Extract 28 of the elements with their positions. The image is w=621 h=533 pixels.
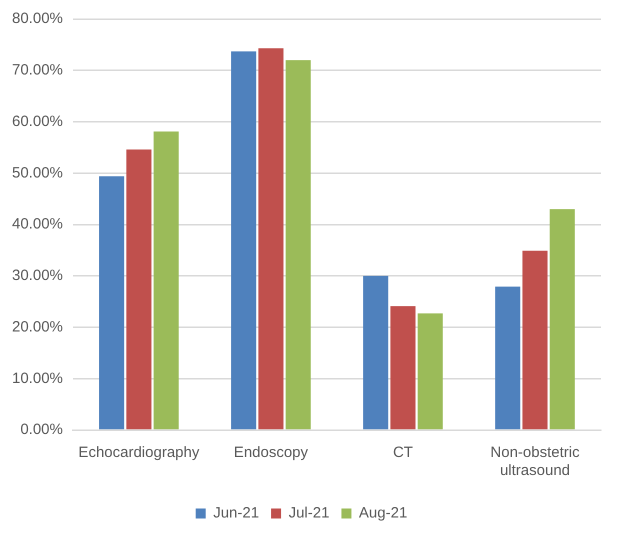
y-tick-label: 40.00% — [12, 216, 63, 233]
bar — [363, 276, 388, 430]
y-tick-label: 10.00% — [12, 370, 63, 387]
bar — [550, 209, 575, 430]
bar — [231, 51, 256, 430]
bar — [522, 250, 548, 430]
y-tick-label: 50.00% — [12, 164, 63, 182]
bar — [286, 60, 311, 430]
bar — [258, 48, 284, 430]
bar — [99, 176, 124, 430]
y-tick-label: 70.00% — [12, 62, 63, 79]
x-tick-label: CT — [392, 444, 413, 462]
legend-label: Jul-21 — [288, 504, 330, 522]
bar — [418, 313, 443, 430]
y-tick-label: 80.00% — [12, 10, 63, 28]
legend-label: Jun-21 — [213, 504, 260, 522]
x-tick-label: Echocardiography — [78, 444, 200, 462]
bar — [390, 306, 416, 430]
bar — [126, 149, 152, 430]
y-tick-label: 60.00% — [12, 112, 63, 130]
x-tick-label: Non-obstetric ultrasound — [490, 444, 580, 480]
bar — [495, 286, 520, 430]
legend-label: Aug-21 — [358, 504, 408, 522]
x-tick-label: Endoscopy — [234, 444, 309, 462]
bar — [154, 132, 179, 430]
y-tick-label: 0.00% — [20, 421, 63, 438]
y-tick-label: 30.00% — [12, 267, 63, 284]
y-tick-label: 20.00% — [12, 318, 63, 336]
